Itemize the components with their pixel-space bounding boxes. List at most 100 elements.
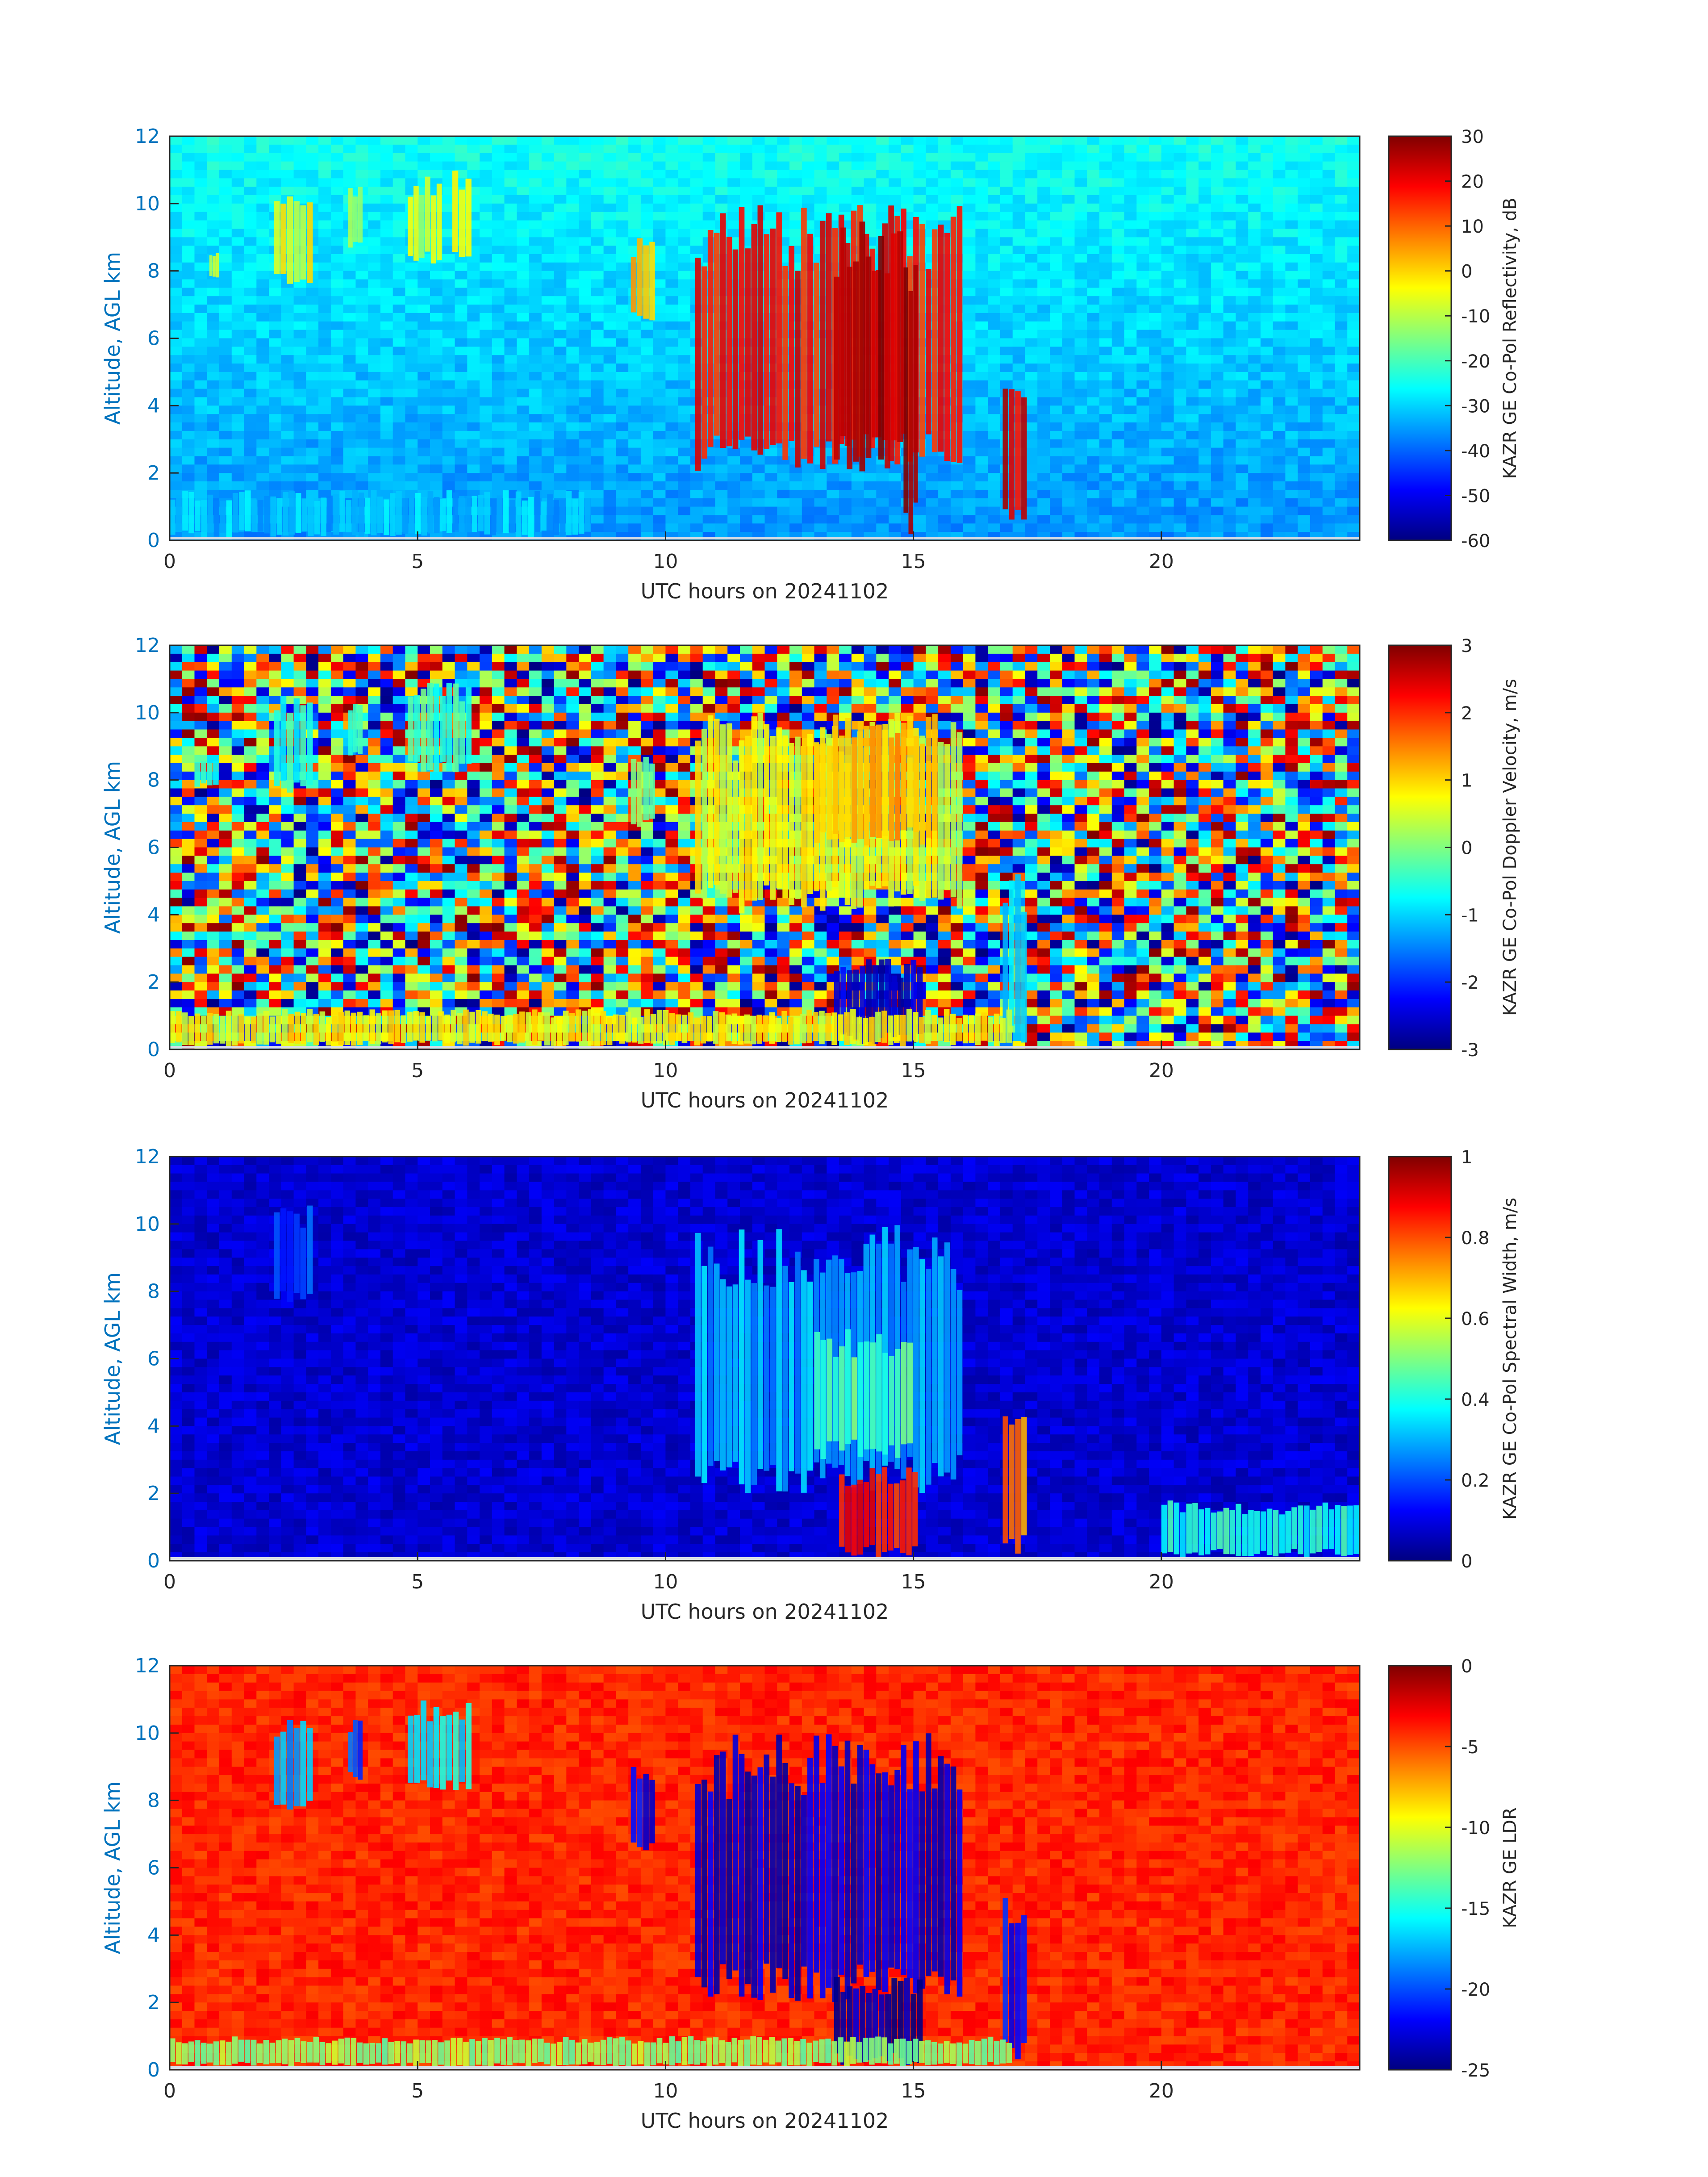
panel-1-field-cell: [591, 430, 604, 440]
panel-1-field-cell: [1025, 405, 1038, 414]
panel-1-field-cell: [1223, 380, 1236, 389]
panel-1-field-cell: [566, 380, 579, 389]
panel-1-field-cell: [566, 364, 579, 372]
panel-2-field-cell: [1335, 645, 1348, 654]
panel-1-field-cell: [330, 254, 344, 263]
panel-2-field-cell: [764, 645, 777, 654]
panel-1-field-cell: [1223, 464, 1236, 473]
panel-1-field-cell: [442, 464, 455, 473]
panel-1-field-cell: [170, 372, 183, 381]
panel-1-field-cell: [1111, 389, 1125, 398]
panel-1-field-cell: [1025, 305, 1038, 313]
panel-1-field-cell: [1236, 136, 1249, 145]
panel-1-field-cell: [1161, 321, 1174, 330]
x-tick-label: 10: [653, 550, 678, 573]
panel-1-field-cell: [1173, 313, 1186, 322]
panel-1-field-cell: [207, 389, 220, 398]
panel-1-field-cell: [1050, 313, 1063, 322]
panel-1-field-cell: [1273, 481, 1286, 490]
panel-1-field-cell: [194, 203, 207, 213]
panel-1-field-cell: [393, 447, 406, 457]
panel-1-echo-7: [770, 228, 776, 445]
panel-1-field-cell: [1285, 397, 1298, 406]
panel-1-field-cell: [380, 464, 393, 473]
panel-2-field-cell: [1322, 645, 1336, 654]
panel-1-field-cell: [554, 262, 567, 272]
panel-1-field-cell: [492, 195, 505, 204]
panel-1-field-cell: [566, 229, 579, 238]
panel-1-field-cell: [950, 464, 964, 473]
panel-1-field-cell: [1149, 187, 1162, 196]
panel-1-field-cell: [318, 330, 331, 339]
panel-1-field-cell: [343, 305, 356, 313]
panel-1-field-cell: [281, 456, 294, 465]
panel-1-field-cell: [1199, 271, 1211, 280]
panel-1-field-cell: [194, 456, 207, 465]
panel-1-field-cell: [269, 439, 282, 448]
panel-1-field-cell: [938, 195, 951, 204]
panel-1-field-cell: [1025, 389, 1038, 398]
panel-1-field-cell: [1310, 262, 1323, 272]
panel-1-echo-11: [245, 490, 251, 531]
panel-1-field-cell: [926, 464, 939, 473]
panel-1-field-cell: [442, 355, 455, 364]
panel-1-field-cell: [1099, 498, 1112, 507]
panel-1-field-cell: [764, 498, 777, 507]
panel-1-field-cell: [1111, 144, 1125, 154]
panel-1-field-cell: [368, 195, 381, 204]
panel-1-field-cell: [1310, 178, 1323, 187]
panel-1-field-cell: [480, 212, 493, 221]
panel-1-field-cell: [1087, 515, 1100, 524]
panel-1-field-cell: [579, 136, 592, 145]
panel-1-field-cell: [368, 271, 381, 280]
panel-1-field-cell: [1111, 153, 1125, 162]
panel-1-field-cell: [517, 136, 530, 145]
panel-1-field-cell: [269, 422, 282, 431]
panel-1-field-cell: [1012, 144, 1026, 154]
panel-1-field-cell: [418, 136, 430, 145]
panel-1-echo-11: [264, 496, 270, 534]
panel-1-field-cell: [554, 305, 567, 313]
panel-1-field-cell: [1136, 456, 1149, 465]
panel-1-field-cell: [219, 355, 232, 364]
panel-1-field-cell: [194, 229, 207, 238]
panel-1-field-cell: [789, 523, 802, 532]
panel-1-field-cell: [864, 523, 877, 532]
panel-1-field-cell: [1012, 271, 1026, 280]
panel-1-field-cell: [1310, 212, 1323, 221]
panel-1-field-cell: [1025, 456, 1038, 465]
panel-1-field-cell: [715, 144, 728, 154]
panel-1-field-cell: [926, 144, 939, 154]
panel-1-field-cell: [442, 187, 455, 196]
panel-2-field-cell: [1161, 645, 1174, 654]
panel-1-field-cell: [1136, 262, 1149, 272]
panel-1-field-cell: [926, 506, 939, 516]
panel-1-field-cell: [182, 220, 195, 229]
panel-1-field-cell: [281, 288, 294, 297]
panel-1-field-cell: [430, 279, 443, 288]
panel-1-field-cell: [219, 447, 232, 457]
panel-1-field-cell: [1248, 262, 1261, 272]
panel-1-field-cell: [541, 364, 555, 372]
panel-1-field-cell: [231, 237, 245, 246]
panel-1-field-cell: [330, 212, 344, 221]
panel-1-field-cell: [529, 422, 542, 431]
panel-1-field-cell: [1248, 473, 1261, 482]
panel-1-field-cell: [603, 347, 616, 355]
panel-1-field-cell: [1074, 515, 1087, 524]
panel-1-field-cell: [529, 279, 542, 288]
panel-1-field-cell: [1050, 321, 1063, 330]
panel-1-field-cell: [1161, 481, 1174, 490]
panel-1-field-cell: [1000, 187, 1013, 196]
panel-1-echo-11: [170, 499, 175, 535]
panel-1-field-cell: [1099, 456, 1112, 465]
panel-1-field-cell: [219, 279, 232, 288]
panel-1-field-cell: [591, 364, 604, 372]
panel-1-field-cell: [182, 447, 195, 457]
panel-1-field-cell: [1149, 430, 1162, 440]
panel-1-field-cell: [1260, 330, 1274, 339]
panel-1-field-cell: [1037, 288, 1050, 297]
panel-1-field-cell: [591, 279, 604, 288]
panel-1-field-cell: [566, 414, 579, 423]
panel-1-field-cell: [480, 203, 493, 213]
